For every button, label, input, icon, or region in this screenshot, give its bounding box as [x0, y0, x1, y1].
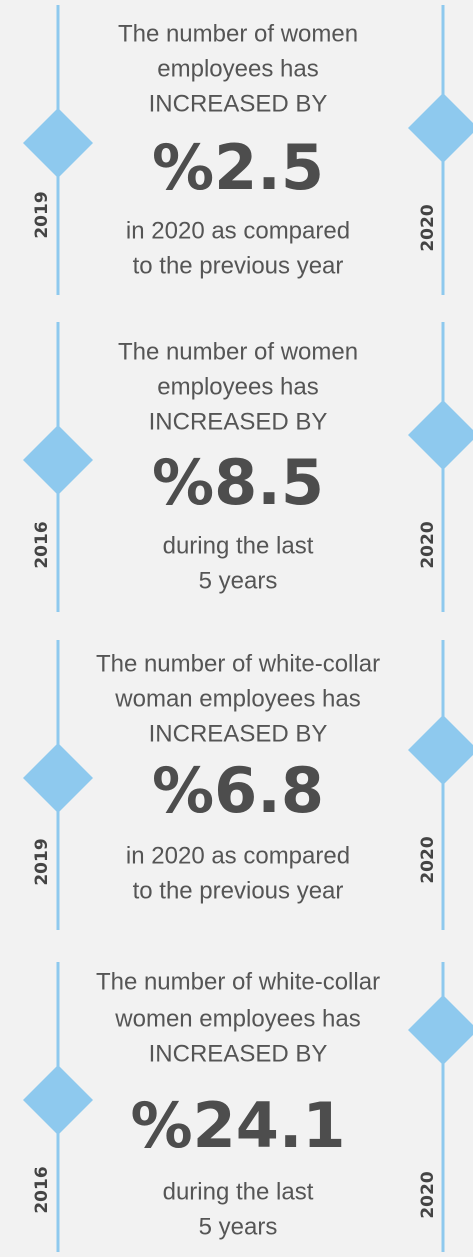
start-year: 2016: [32, 521, 52, 568]
start-year: 2019: [32, 838, 52, 885]
intro-line: INCREASED BY: [149, 1040, 328, 1067]
intro-line: employees has: [157, 373, 318, 400]
value: %24.1: [130, 1089, 345, 1162]
outro-line: during the last: [163, 1178, 314, 1205]
intro-line: The number of women: [118, 338, 358, 365]
end-year: 2020: [418, 204, 438, 251]
end-year: 2020: [418, 836, 438, 883]
start-year: 2016: [32, 1166, 52, 1213]
value: %8.5: [152, 446, 324, 519]
diamond: [23, 1065, 93, 1135]
diamond: [23, 425, 93, 495]
outro-line: 5 years: [199, 567, 278, 594]
diamond: [23, 743, 93, 813]
diamond: [408, 715, 473, 785]
outro-line: to the previous year: [133, 252, 344, 279]
diamond: [408, 93, 473, 163]
intro-line: woman employees has: [114, 685, 360, 712]
intro-line: The number of white-collar: [96, 650, 380, 677]
end-year: 2020: [418, 521, 438, 568]
intro-line: INCREASED BY: [149, 720, 328, 747]
outro-line: in 2020 as compared: [126, 217, 350, 244]
diamond: [23, 108, 93, 178]
outro-line: to the previous year: [133, 877, 344, 904]
intro-line: The number of women: [118, 20, 358, 47]
outro-line: during the last: [163, 532, 314, 559]
outro-line: in 2020 as compared: [126, 842, 350, 869]
value: %2.5: [152, 131, 324, 204]
intro-line: The number of white-collar: [96, 968, 380, 995]
end-year: 2020: [418, 1171, 438, 1218]
intro-line: INCREASED BY: [149, 408, 328, 435]
diamond: [408, 400, 473, 470]
value: %6.8: [152, 754, 324, 827]
diamond: [408, 995, 473, 1065]
intro-line: INCREASED BY: [149, 90, 328, 117]
outro-line: 5 years: [199, 1213, 278, 1240]
intro-line: employees has: [157, 55, 318, 82]
intro-line: women employees has: [114, 1005, 360, 1032]
start-year: 2019: [32, 191, 52, 238]
